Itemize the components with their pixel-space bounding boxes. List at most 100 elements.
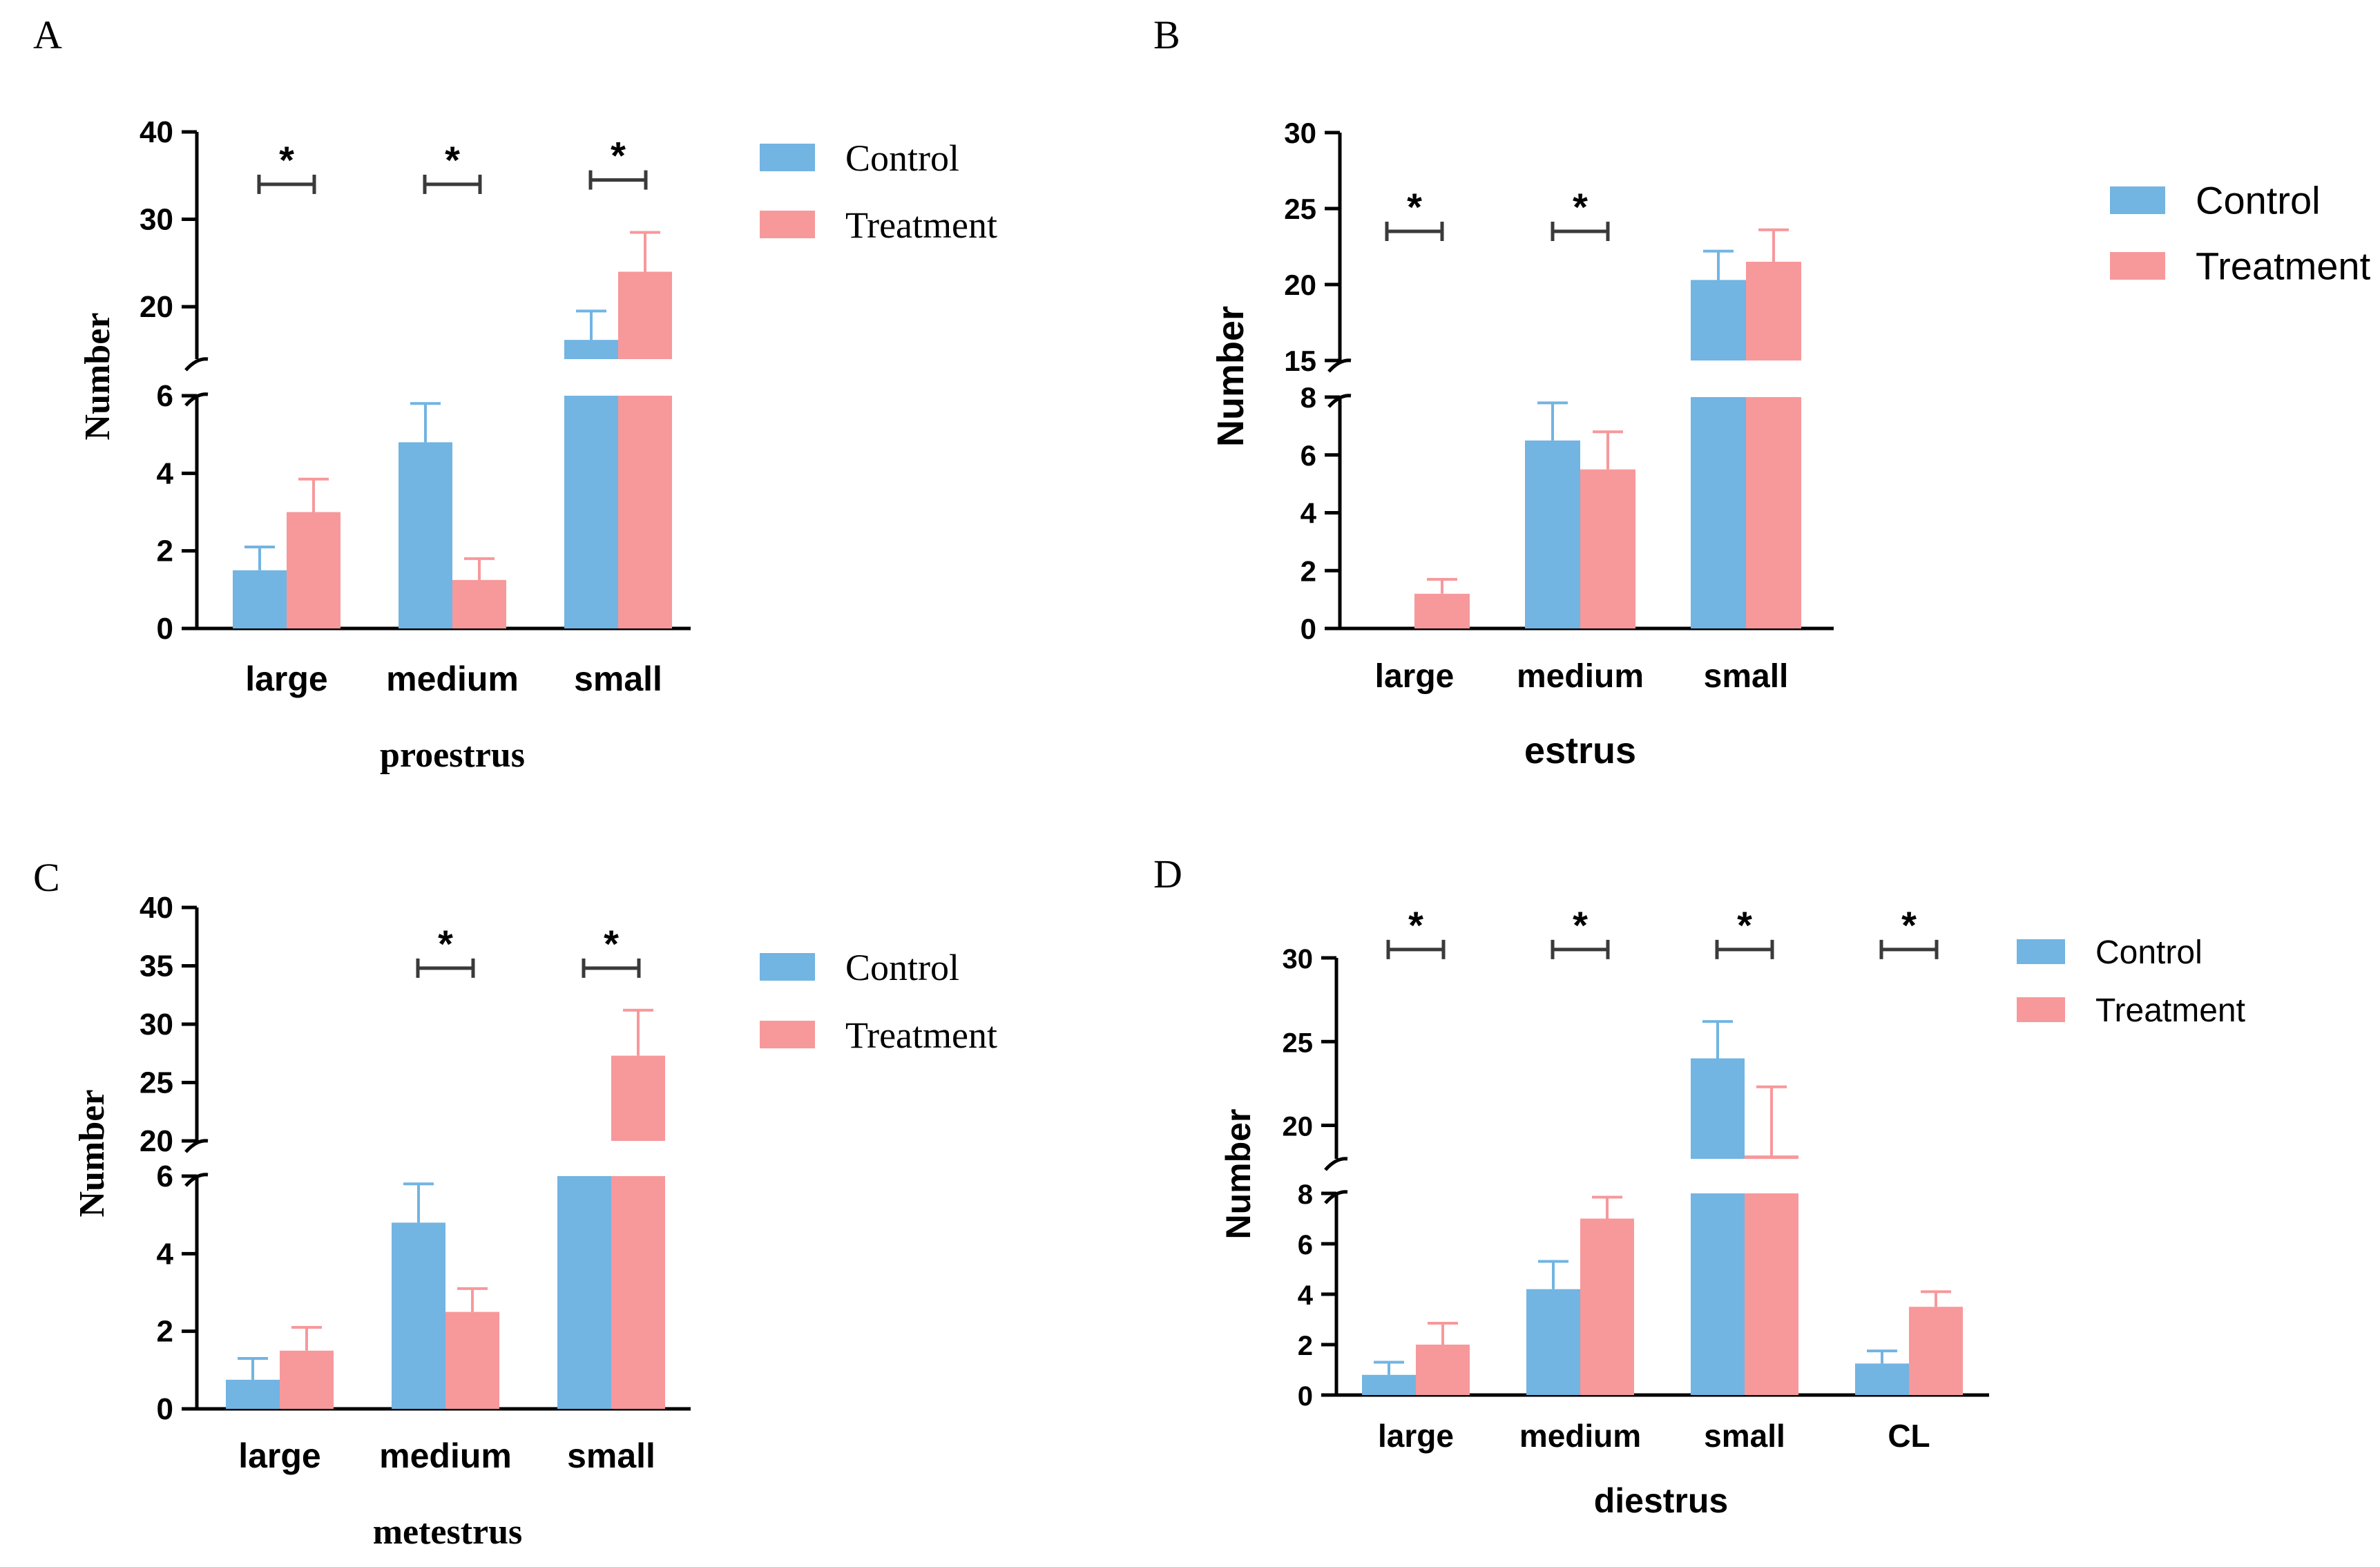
y-axis-title: Number: [73, 1090, 112, 1218]
y-tick-label: 40: [140, 891, 173, 925]
legend-swatch-treatment: [2017, 997, 2065, 1022]
y-tick-label: 25: [1284, 193, 1316, 225]
legend-label-treatment: Treatment: [845, 1015, 997, 1056]
y-tick-label: 8: [1301, 381, 1316, 414]
panel-c: C 0 2 4 620 25 30 35 40 large medium small * * metestr…: [33, 855, 997, 1552]
x-tick-label: medium: [1519, 1418, 1641, 1454]
axis-break-mark: [184, 357, 209, 372]
x-tick-label: large: [1378, 1418, 1454, 1454]
y-tick-label: 0: [157, 1392, 173, 1426]
y-tick-label: 2: [1298, 1331, 1313, 1361]
bar-treatment-lower: [1745, 1193, 1798, 1395]
x-tick-label: small: [574, 660, 662, 698]
legend-label-control: Control: [845, 137, 959, 179]
y-tick-label: 40: [140, 115, 173, 149]
x-tick-label: small: [567, 1436, 655, 1475]
significance-star: *: [1573, 903, 1588, 947]
y-axis-title: Number: [1219, 1109, 1258, 1240]
x-axis-title: diestrus: [1594, 1481, 1729, 1520]
bar-treatment-lower: [280, 1350, 334, 1409]
bar-treatment-lower: [452, 579, 506, 628]
y-tick-label: 0: [1301, 613, 1316, 645]
legend-label-treatment: Treatment: [2196, 244, 2371, 288]
y-tick-label: 25: [1283, 1028, 1314, 1058]
y-tick-label: 30: [140, 1008, 173, 1041]
y-tick-label: 4: [1301, 497, 1317, 530]
bar-treatment-lower: [1580, 1218, 1634, 1395]
legend-swatch-control: [2110, 186, 2165, 214]
bar-treatment-upper: [1746, 262, 1801, 360]
bar-control-lower: [1525, 440, 1580, 628]
y-tick-label: 30: [1283, 944, 1314, 974]
legend-label-control: Control: [845, 947, 959, 988]
y-tick-label: 4: [157, 456, 174, 490]
axis-break-mark: [1327, 358, 1352, 373]
x-tick-label: small: [1704, 658, 1789, 695]
y-tick-label: 30: [140, 203, 173, 237]
x-axis-title: estrus: [1524, 730, 1636, 771]
x-tick-label: medium: [379, 1436, 512, 1475]
x-axis-title: metestrus: [373, 1512, 523, 1552]
significance-star: *: [1737, 903, 1752, 947]
panel-label: A: [33, 12, 62, 57]
y-tick-label: 4: [1298, 1280, 1314, 1311]
panel-label: D: [1153, 852, 1182, 896]
bar-control-lower: [392, 1222, 445, 1409]
bar-treatment-upper: [611, 1055, 665, 1141]
x-tick-label: large: [1375, 658, 1455, 695]
y-tick-label: 2: [157, 535, 173, 568]
x-axis-title: proestrus: [380, 736, 525, 775]
panel-d: D 0 2 4 6 8 20 25 30 large medium small CL * * * * diestr…: [1153, 852, 2245, 1520]
panel-b: B 0 2 4 6 8 15 20 25 30 large medium small * * estrus Nu…: [1153, 12, 2371, 771]
significance-star: *: [1901, 903, 1917, 947]
x-tick-label: medium: [386, 660, 519, 698]
y-tick-label: 6: [1298, 1230, 1313, 1260]
legend-label-control: Control: [2196, 179, 2321, 222]
y-tick-label: 20: [140, 1124, 173, 1158]
legend-swatch-control: [760, 953, 815, 981]
bar-control-upper: [1691, 1058, 1745, 1159]
bar-control-lower: [233, 570, 287, 628]
bar-treatment-lower: [287, 512, 340, 628]
bar-treatment-lower: [618, 396, 672, 628]
panel-label: C: [33, 855, 60, 900]
y-tick-label: 2: [1301, 555, 1316, 587]
bar-treatment-lower: [1909, 1307, 1963, 1395]
bar-treatment-lower: [1580, 469, 1635, 628]
y-tick-label: 6: [1301, 439, 1316, 472]
bar-control-lower: [1362, 1374, 1416, 1395]
bar-treatment-upper: [618, 271, 672, 359]
bar-control-lower: [564, 396, 618, 628]
y-tick-label: 20: [1284, 269, 1316, 301]
y-tick-label: 0: [157, 612, 173, 646]
y-tick-label: 35: [140, 950, 173, 983]
bar-control-lower: [226, 1379, 280, 1409]
bar-control-lower: [1691, 397, 1746, 628]
bar-control-upper: [1691, 280, 1746, 360]
y-tick-label: 4: [157, 1237, 174, 1271]
bar-control-lower: [1526, 1289, 1580, 1395]
bar-treatment-lower: [611, 1176, 665, 1409]
y-tick-label: 20: [140, 290, 173, 324]
bar-control-lower: [557, 1176, 611, 1409]
bar-treatment-lower: [1414, 593, 1470, 628]
significance-star: *: [604, 922, 619, 965]
y-tick-label: 2: [157, 1315, 173, 1349]
y-tick-label: 8: [1298, 1180, 1313, 1210]
significance-star: *: [611, 134, 626, 177]
significance-star: *: [279, 138, 294, 182]
bar-control-upper: [564, 340, 618, 359]
bar-treatment-lower: [1746, 397, 1801, 628]
significance-star: *: [1407, 185, 1422, 229]
x-tick-label: CL: [1888, 1418, 1930, 1454]
y-tick-label: 0: [1298, 1381, 1313, 1412]
bar-control-lower: [399, 442, 452, 628]
bar-control-lower: [1691, 1193, 1745, 1395]
panel-a: A 0 2 4 6 20 30 40 large medium small * * * proestrus N…: [33, 12, 997, 775]
bar-treatment-lower: [1416, 1345, 1470, 1395]
bar-control-lower: [1855, 1363, 1909, 1395]
axis-break-mark: [184, 1139, 209, 1153]
legend-swatch-control: [760, 144, 815, 171]
y-tick-label: 25: [140, 1066, 173, 1100]
